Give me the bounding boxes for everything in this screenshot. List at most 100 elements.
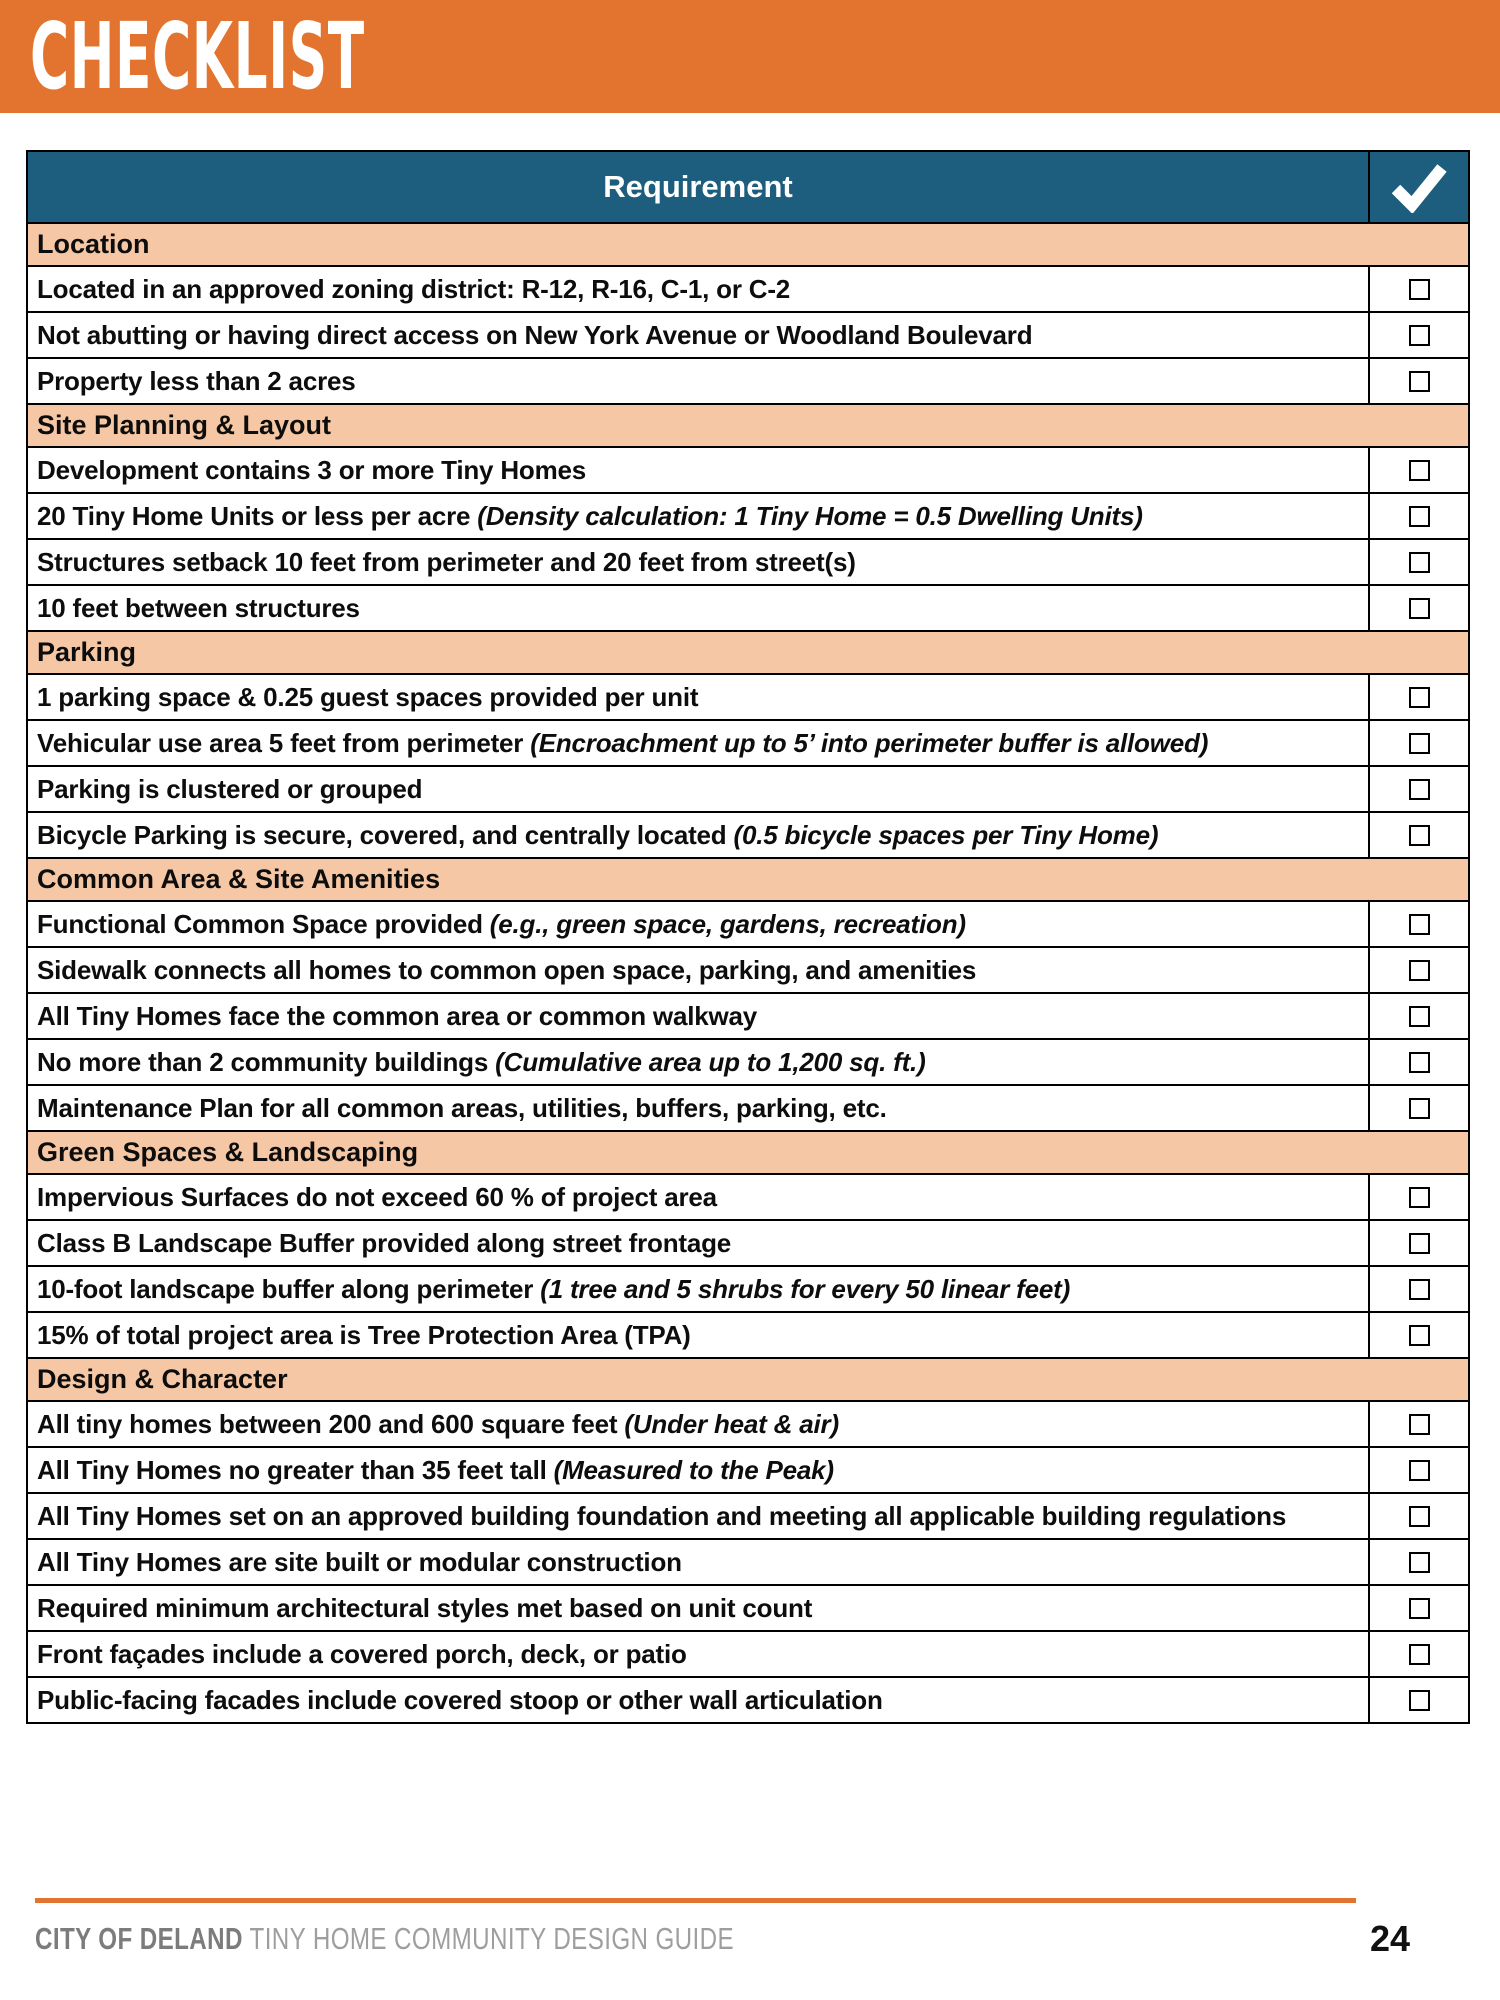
- requirement-text: Structures setback 10 feet from perimete…: [37, 547, 856, 577]
- table-row: Functional Common Space provided (e.g., …: [28, 900, 1468, 946]
- section-row: Common Area & Site Amenities: [28, 857, 1468, 900]
- table-row: All tiny homes between 200 and 600 squar…: [28, 1400, 1468, 1446]
- checkbox-cell: [1368, 1267, 1468, 1311]
- footer-credit: CITY OF DELAND TINY HOME COMMUNITY DESIG…: [35, 1921, 734, 1957]
- table-header-row: Requirement: [28, 152, 1468, 222]
- checkbox-cell: [1368, 994, 1468, 1038]
- checkbox-cell: [1368, 902, 1468, 946]
- section-label: Parking: [37, 637, 137, 667]
- checkbox[interactable]: [1408, 1505, 1430, 1527]
- table-row: Structures setback 10 feet from perimete…: [28, 538, 1468, 584]
- checklist-rows: Location Located in an approved zoning di…: [28, 222, 1468, 1722]
- checkbox-cell: [1368, 1494, 1468, 1538]
- checklist-table: Requirement Location Located in an approv…: [26, 150, 1470, 1724]
- checkbox[interactable]: [1408, 1643, 1430, 1665]
- table-row: 1 parking space & 0.25 guest spaces prov…: [28, 673, 1468, 719]
- checkbox[interactable]: [1408, 1232, 1430, 1254]
- requirement-text: Bicycle Parking is secure, covered, and …: [37, 820, 1159, 850]
- requirement-column-header: Requirement: [603, 169, 793, 204]
- checkbox[interactable]: [1408, 824, 1430, 846]
- checkbox-cell: [1368, 267, 1468, 311]
- checkbox[interactable]: [1408, 370, 1430, 392]
- section-row: Design & Character: [28, 1357, 1468, 1400]
- requirement-text: Required minimum architectural styles me…: [37, 1593, 813, 1623]
- checkbox[interactable]: [1408, 1186, 1430, 1208]
- checkbox-cell: [1368, 313, 1468, 357]
- checkbox-cell: [1368, 1086, 1468, 1130]
- requirement-note: (Under heat & air): [624, 1409, 839, 1439]
- requirement-text: Sidewalk connects all homes to common op…: [37, 955, 977, 985]
- requirement-note: (e.g., green space, gardens, recreation): [489, 909, 966, 939]
- checkbox-cell: [1368, 767, 1468, 811]
- checkbox[interactable]: [1408, 1689, 1430, 1711]
- table-row: Located in an approved zoning district: …: [28, 265, 1468, 311]
- table-row: All Tiny Homes face the common area or c…: [28, 992, 1468, 1038]
- checkbox[interactable]: [1408, 551, 1430, 573]
- checkbox-cell: [1368, 1678, 1468, 1722]
- checkbox[interactable]: [1408, 1324, 1430, 1346]
- requirement-text: All tiny homes between 200 and 600 squar…: [37, 1409, 839, 1439]
- table-row: All Tiny Homes set on an approved buildi…: [28, 1492, 1468, 1538]
- requirement-note: (0.5 bicycle spaces per Tiny Home): [733, 820, 1159, 850]
- section-row: Site Planning & Layout: [28, 403, 1468, 446]
- requirement-text: Class B Landscape Buffer provided along …: [37, 1228, 732, 1258]
- page-title: CHECKLIST: [30, 3, 365, 110]
- table-row: 20 Tiny Home Units or less per acre (Den…: [28, 492, 1468, 538]
- requirement-text: 20 Tiny Home Units or less per acre (Den…: [37, 501, 1143, 531]
- requirement-note: (Measured to the Peak): [553, 1455, 834, 1485]
- table-row: Bicycle Parking is secure, covered, and …: [28, 811, 1468, 857]
- requirement-text: All Tiny Homes no greater than 35 feet t…: [37, 1455, 834, 1485]
- requirement-text: All Tiny Homes are site built or modular…: [37, 1547, 682, 1577]
- table-row: Sidewalk connects all homes to common op…: [28, 946, 1468, 992]
- requirement-text: Located in an approved zoning district: …: [37, 274, 791, 304]
- table-row: Parking is clustered or grouped: [28, 765, 1468, 811]
- checkbox[interactable]: [1408, 1051, 1430, 1073]
- checkbox[interactable]: [1408, 1597, 1430, 1619]
- checkbox[interactable]: [1408, 597, 1430, 619]
- requirement-note: (1 tree and 5 shrubs for every 50 linear…: [540, 1274, 1071, 1304]
- section-row: Parking: [28, 630, 1468, 673]
- checkbox-cell: [1368, 586, 1468, 630]
- requirement-text: 10-foot landscape buffer along perimeter…: [37, 1274, 1071, 1304]
- checkbox[interactable]: [1408, 959, 1430, 981]
- checkbox-cell: [1368, 1402, 1468, 1446]
- requirement-text: Functional Common Space provided (e.g., …: [37, 909, 966, 939]
- checkbox[interactable]: [1408, 324, 1430, 346]
- requirement-text: Development contains 3 or more Tiny Home…: [37, 455, 587, 485]
- checkmark-icon: [1391, 164, 1447, 213]
- table-row: Maintenance Plan for all common areas, u…: [28, 1084, 1468, 1130]
- requirement-text: Property less than 2 acres: [37, 366, 356, 396]
- checkbox[interactable]: [1408, 1278, 1430, 1300]
- checkbox[interactable]: [1408, 686, 1430, 708]
- requirement-text: 1 parking space & 0.25 guest spaces prov…: [37, 682, 699, 712]
- checkbox[interactable]: [1408, 505, 1430, 527]
- table-row: Front façades include a covered porch, d…: [28, 1630, 1468, 1676]
- checkbox[interactable]: [1408, 913, 1430, 935]
- checkbox-cell: [1368, 448, 1468, 492]
- checkbox[interactable]: [1408, 278, 1430, 300]
- requirement-text: All Tiny Homes face the common area or c…: [37, 1001, 758, 1031]
- table-row: Vehicular use area 5 feet from perimeter…: [28, 719, 1468, 765]
- checkbox[interactable]: [1408, 459, 1430, 481]
- requirement-text: All Tiny Homes set on an approved buildi…: [37, 1501, 1287, 1531]
- checkbox[interactable]: [1408, 778, 1430, 800]
- table-row: 10-foot landscape buffer along perimeter…: [28, 1265, 1468, 1311]
- requirement-text: 15% of total project area is Tree Protec…: [37, 1320, 691, 1350]
- table-row: Public-facing facades include covered st…: [28, 1676, 1468, 1722]
- table-row: No more than 2 community buildings (Cumu…: [28, 1038, 1468, 1084]
- checkbox[interactable]: [1408, 1413, 1430, 1435]
- checkbox[interactable]: [1408, 1459, 1430, 1481]
- checkbox[interactable]: [1408, 1551, 1430, 1573]
- checkbox-cell: [1368, 540, 1468, 584]
- checkbox[interactable]: [1408, 1005, 1430, 1027]
- table-row: Class B Landscape Buffer provided along …: [28, 1219, 1468, 1265]
- checkbox[interactable]: [1408, 1097, 1430, 1119]
- section-label: Location: [37, 229, 150, 259]
- footer-guide-title: TINY HOME COMMUNITY DESIGN GUIDE: [242, 1921, 735, 1956]
- checkbox[interactable]: [1408, 732, 1430, 754]
- checkbox-cell: [1368, 1540, 1468, 1584]
- page-banner: CHECKLIST: [0, 0, 1500, 113]
- table-row: 15% of total project area is Tree Protec…: [28, 1311, 1468, 1357]
- table-row: Development contains 3 or more Tiny Home…: [28, 446, 1468, 492]
